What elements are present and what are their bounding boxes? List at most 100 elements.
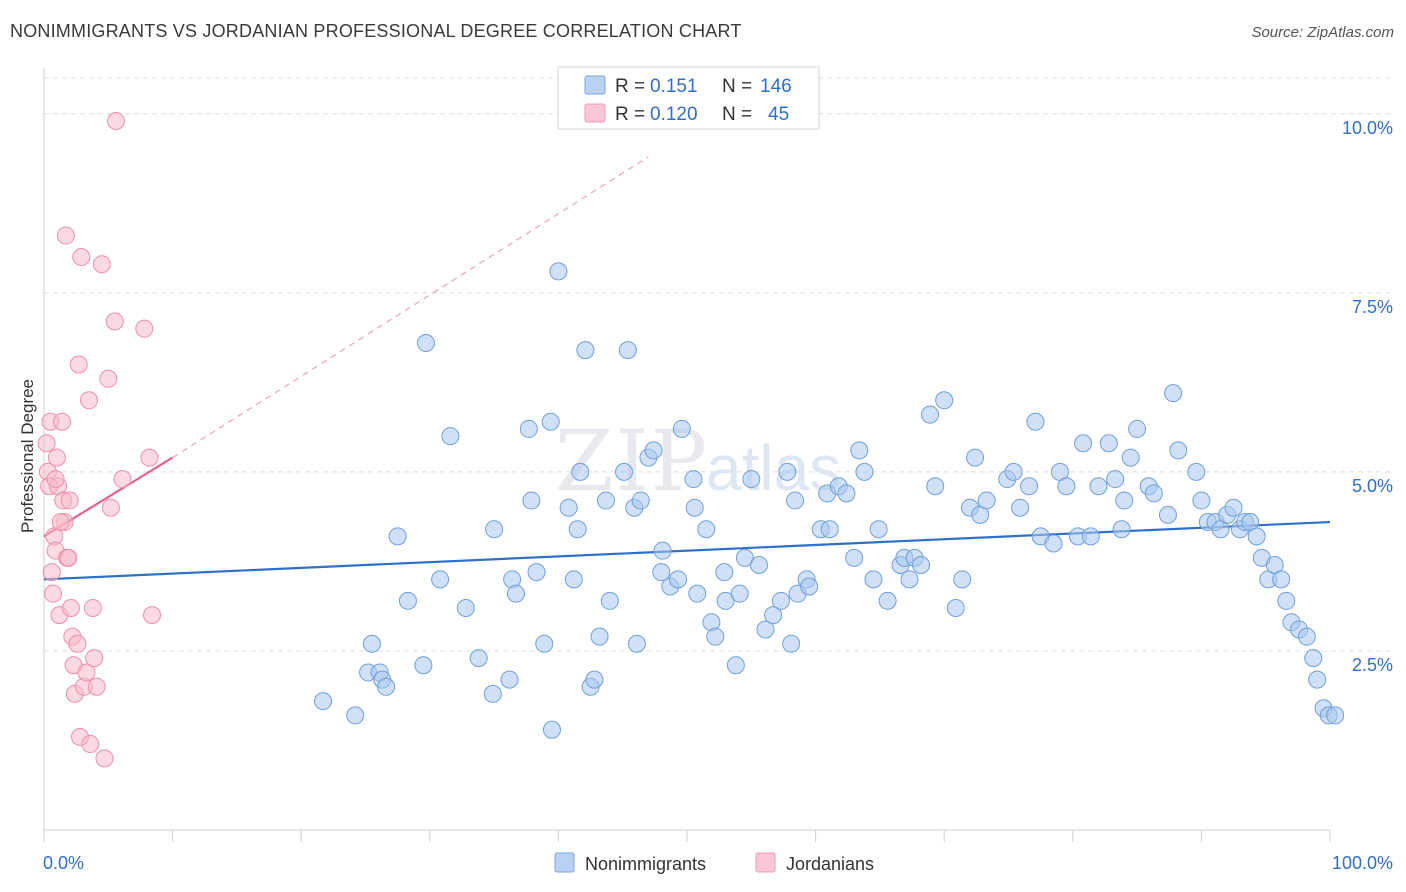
chart-title: NONIMMIGRANTS VS JORDANIAN PROFESSIONAL … [10, 21, 742, 41]
point-0-65 [778, 462, 797, 481]
point-0-139 [1304, 649, 1323, 668]
point-0-24 [541, 412, 560, 431]
point-0-77 [850, 441, 869, 460]
point-0-121 [1192, 491, 1211, 510]
point-0-120 [1187, 462, 1206, 481]
point-0-51 [688, 584, 707, 603]
y-tick-label-1: 5.0% [1352, 476, 1393, 496]
point-1-39 [113, 470, 132, 489]
point-0-52 [697, 520, 716, 539]
point-0-113 [1121, 448, 1140, 467]
point-0-61 [750, 556, 769, 575]
point-0-12 [441, 427, 460, 446]
point-0-54 [706, 627, 725, 646]
point-1-16 [59, 548, 78, 567]
point-1-34 [95, 749, 114, 768]
point-1-37 [107, 111, 126, 130]
point-0-90 [946, 598, 965, 617]
x-tick-label-0: 0.0% [43, 853, 84, 873]
legend-swatch-jordanians [584, 103, 606, 123]
point-0-21 [522, 491, 541, 510]
legend-stats-box: R = 0.151 N = 146 R = 0.120 N = 45 [557, 66, 820, 130]
point-0-104 [1057, 477, 1076, 496]
point-0-140 [1308, 670, 1327, 689]
point-0-88 [926, 477, 945, 496]
point-0-19 [506, 584, 525, 603]
point-1-23 [69, 355, 88, 374]
trend-extension-1 [172, 156, 649, 459]
point-0-126 [1224, 498, 1243, 517]
legend-bottom-label-nonimmigrants: Nonimmigrants [585, 854, 706, 874]
point-0-26 [549, 262, 568, 281]
point-1-29 [81, 735, 100, 754]
point-0-76 [845, 548, 864, 567]
point-0-116 [1144, 484, 1163, 503]
point-0-73 [820, 520, 839, 539]
point-0-98 [1011, 498, 1030, 517]
point-0-97 [1004, 462, 1023, 481]
point-0-107 [1081, 527, 1100, 546]
point-1-11 [53, 412, 72, 431]
point-1-4 [42, 563, 61, 582]
point-0-0 [314, 692, 333, 711]
point-1-38 [105, 312, 124, 331]
tick-labels: 2.5% 5.0% 7.5% 10.0% 0.0% 100.0% [43, 118, 1393, 873]
point-1-17 [60, 491, 79, 510]
point-0-89 [935, 391, 954, 410]
point-1-0 [37, 434, 56, 453]
point-1-32 [87, 677, 106, 696]
point-0-8 [398, 591, 417, 610]
point-1-43 [51, 513, 70, 532]
point-0-33 [585, 670, 604, 689]
point-0-99 [1020, 477, 1039, 496]
legend-r-value-2: 0.120 [650, 104, 698, 125]
point-0-64 [771, 591, 790, 610]
point-0-27 [559, 498, 578, 517]
source-credit: Source: ZipAtlas.com [1251, 24, 1394, 41]
point-0-75 [837, 484, 856, 503]
point-1-8 [47, 448, 66, 467]
point-1-35 [99, 369, 118, 388]
point-0-102 [1044, 534, 1063, 553]
point-0-7 [388, 527, 407, 546]
point-0-95 [977, 491, 996, 510]
legend-r-label-1: R = [615, 76, 645, 97]
point-0-25 [542, 720, 561, 739]
point-0-55 [715, 563, 734, 582]
point-0-45 [653, 541, 672, 560]
y-tick-label-3: 10.0% [1342, 118, 1393, 138]
point-0-36 [600, 591, 619, 610]
point-1-40 [135, 319, 154, 338]
point-1-42 [140, 448, 159, 467]
point-0-22 [527, 563, 546, 582]
point-1-25 [72, 248, 91, 267]
point-0-81 [878, 591, 897, 610]
point-0-29 [568, 520, 587, 539]
point-1-31 [85, 649, 104, 668]
legend-n-value-1: 146 [760, 76, 792, 97]
point-0-100 [1026, 412, 1045, 431]
point-0-62 [756, 620, 775, 639]
point-0-117 [1158, 505, 1177, 524]
point-1-14 [56, 226, 75, 245]
point-0-114 [1128, 419, 1147, 438]
point-0-57 [726, 656, 745, 675]
point-0-70 [800, 577, 819, 596]
point-0-87 [921, 405, 940, 424]
point-1-22 [68, 634, 87, 653]
point-0-43 [644, 441, 663, 460]
point-0-6 [377, 677, 396, 696]
point-1-33 [92, 255, 111, 274]
legend-swatch-nonimmigrants [584, 75, 606, 95]
point-0-41 [631, 491, 650, 510]
trend-lines [43, 156, 1331, 581]
y-tick-label-0: 2.5% [1352, 655, 1393, 675]
point-0-84 [900, 570, 919, 589]
point-0-40 [627, 634, 646, 653]
point-0-130 [1247, 527, 1266, 546]
point-0-16 [483, 684, 502, 703]
point-0-143 [1326, 706, 1345, 725]
point-0-111 [1112, 520, 1131, 539]
point-0-80 [869, 520, 888, 539]
